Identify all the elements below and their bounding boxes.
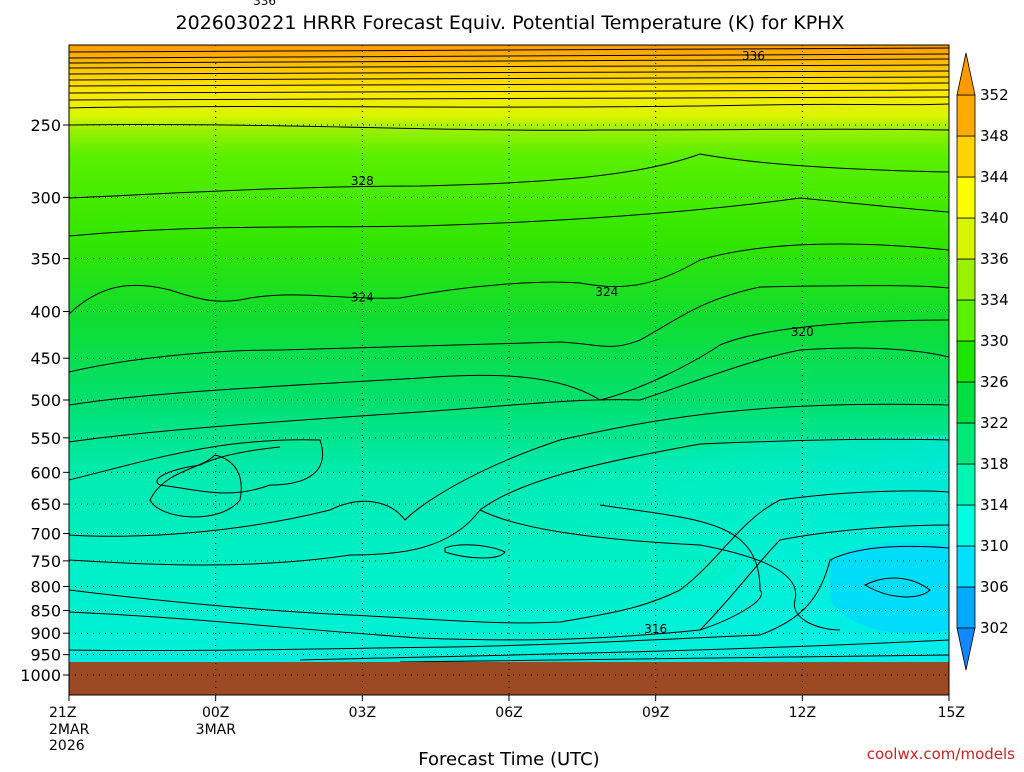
x-tick-label: 09Z bbox=[642, 705, 669, 721]
contour-line bbox=[599, 504, 763, 631]
colorbar-label: 306 bbox=[980, 578, 1009, 596]
x-tick-label: 21Z bbox=[49, 705, 76, 721]
colorbar-swatch bbox=[956, 258, 976, 301]
contour-line bbox=[69, 123, 949, 131]
colorbar-swatch bbox=[956, 504, 976, 547]
y-tick-label: 950 bbox=[30, 646, 61, 665]
colorbar-swatch bbox=[956, 545, 976, 588]
contour-line bbox=[69, 197, 949, 237]
contour-label: 328 bbox=[351, 174, 374, 188]
colorbar-label: 352 bbox=[980, 86, 1009, 104]
x-tick-label: 00Z bbox=[202, 705, 229, 721]
colorbar-label: 314 bbox=[980, 496, 1009, 514]
x-axis-label: Forecast Time (UTC) bbox=[418, 749, 599, 768]
contour-label: 336 bbox=[253, 0, 276, 8]
x-tick-sublabel: 3MAR bbox=[196, 722, 237, 738]
contour-line bbox=[149, 454, 242, 518]
coldest-pocket bbox=[830, 542, 949, 634]
colorbar-label: 334 bbox=[980, 291, 1009, 309]
colorbar-label: 310 bbox=[980, 537, 1009, 555]
colorbar-swatch bbox=[956, 381, 976, 424]
colorbar-swatch bbox=[956, 422, 976, 465]
colorbar-label: 318 bbox=[980, 455, 1009, 473]
contour-line bbox=[69, 439, 323, 494]
colorbar-swatch bbox=[956, 586, 976, 629]
y-tick-label: 1000 bbox=[20, 666, 61, 685]
y-axis: 250 300 350 400 450 500 550 600 650 700 750 800 850 9… bbox=[20, 116, 69, 685]
colorbar-label: 330 bbox=[980, 332, 1009, 350]
colorbar-swatch bbox=[956, 176, 976, 219]
colorbar-swatch bbox=[956, 340, 976, 383]
colorbar-swatch bbox=[956, 217, 976, 260]
y-tick-label: 700 bbox=[30, 524, 61, 543]
contour-line bbox=[444, 544, 506, 559]
contour-line bbox=[863, 577, 931, 598]
y-tick-label: 650 bbox=[30, 495, 61, 514]
x-tick-label: 03Z bbox=[349, 705, 376, 721]
contour-line bbox=[69, 153, 949, 199]
y-tick-label: 400 bbox=[30, 302, 61, 321]
colorbar-label: 344 bbox=[980, 168, 1009, 186]
y-tick-label: 350 bbox=[30, 249, 61, 268]
x-tick-label: 15Z bbox=[938, 705, 965, 721]
colorbar-swatch bbox=[956, 94, 976, 137]
contour-line bbox=[69, 103, 949, 109]
colorbar-low-arrow bbox=[956, 627, 976, 671]
plot-area bbox=[69, 45, 949, 695]
y-tick-label: 850 bbox=[30, 602, 61, 621]
contour-line bbox=[69, 285, 949, 373]
colorbar-label: 340 bbox=[980, 209, 1009, 227]
contour-label: 320 bbox=[791, 325, 814, 339]
chart-title: 2026030221 HRRR Forecast Equiv. Potentia… bbox=[176, 12, 845, 34]
credit-text: coolwx.com/models bbox=[867, 745, 1015, 763]
contour-label: 336 bbox=[742, 49, 765, 63]
contour-label: 316 bbox=[644, 622, 667, 636]
y-tick-label: 800 bbox=[30, 577, 61, 596]
y-tick-label: 450 bbox=[30, 349, 61, 368]
colorbar-high-arrow bbox=[956, 52, 976, 96]
y-tick-label: 550 bbox=[30, 429, 61, 448]
x-tick-sublabel: 2MAR bbox=[49, 722, 90, 738]
contour-line bbox=[69, 524, 949, 641]
contour-line bbox=[69, 243, 949, 315]
y-tick-label: 900 bbox=[30, 624, 61, 643]
y-tick-label: 300 bbox=[30, 188, 61, 207]
contour-line bbox=[69, 545, 949, 652]
colorbar-label: 336 bbox=[980, 250, 1009, 268]
x-tick-sublabel: 2026 bbox=[49, 738, 85, 754]
contour-label-group: 348336344348336328324324320316 bbox=[253, 0, 814, 636]
y-tick-label: 600 bbox=[30, 463, 61, 482]
ground-fill bbox=[69, 662, 949, 695]
x-tick-label: 06Z bbox=[495, 705, 522, 721]
colorbar-label: 326 bbox=[980, 373, 1009, 391]
colorbar-label: 302 bbox=[980, 619, 1009, 637]
colorbar-label: 348 bbox=[980, 127, 1009, 145]
y-tick-label: 750 bbox=[30, 552, 61, 571]
contour-line bbox=[69, 403, 949, 537]
contour-line bbox=[399, 654, 949, 663]
contour-line bbox=[479, 509, 841, 631]
colorbar-swatch bbox=[956, 463, 976, 506]
colorbar-swatch bbox=[956, 299, 976, 342]
contour-label: 324 bbox=[595, 285, 618, 299]
colorbar-label: 322 bbox=[980, 414, 1009, 432]
x-tick-label: 12Z bbox=[789, 705, 816, 721]
colorbar: 302 306 310 314 318 322 326 330 334 336 340 344 348 3… bbox=[956, 52, 1009, 671]
contour-label: 324 bbox=[351, 290, 374, 304]
contour-line bbox=[69, 490, 949, 624]
colorbar-swatch bbox=[956, 135, 976, 178]
grid-lines bbox=[69, 45, 949, 695]
contour-line bbox=[299, 639, 949, 661]
y-tick-label: 250 bbox=[30, 116, 61, 135]
contour-line bbox=[69, 319, 949, 406]
y-tick-label: 500 bbox=[30, 391, 61, 410]
